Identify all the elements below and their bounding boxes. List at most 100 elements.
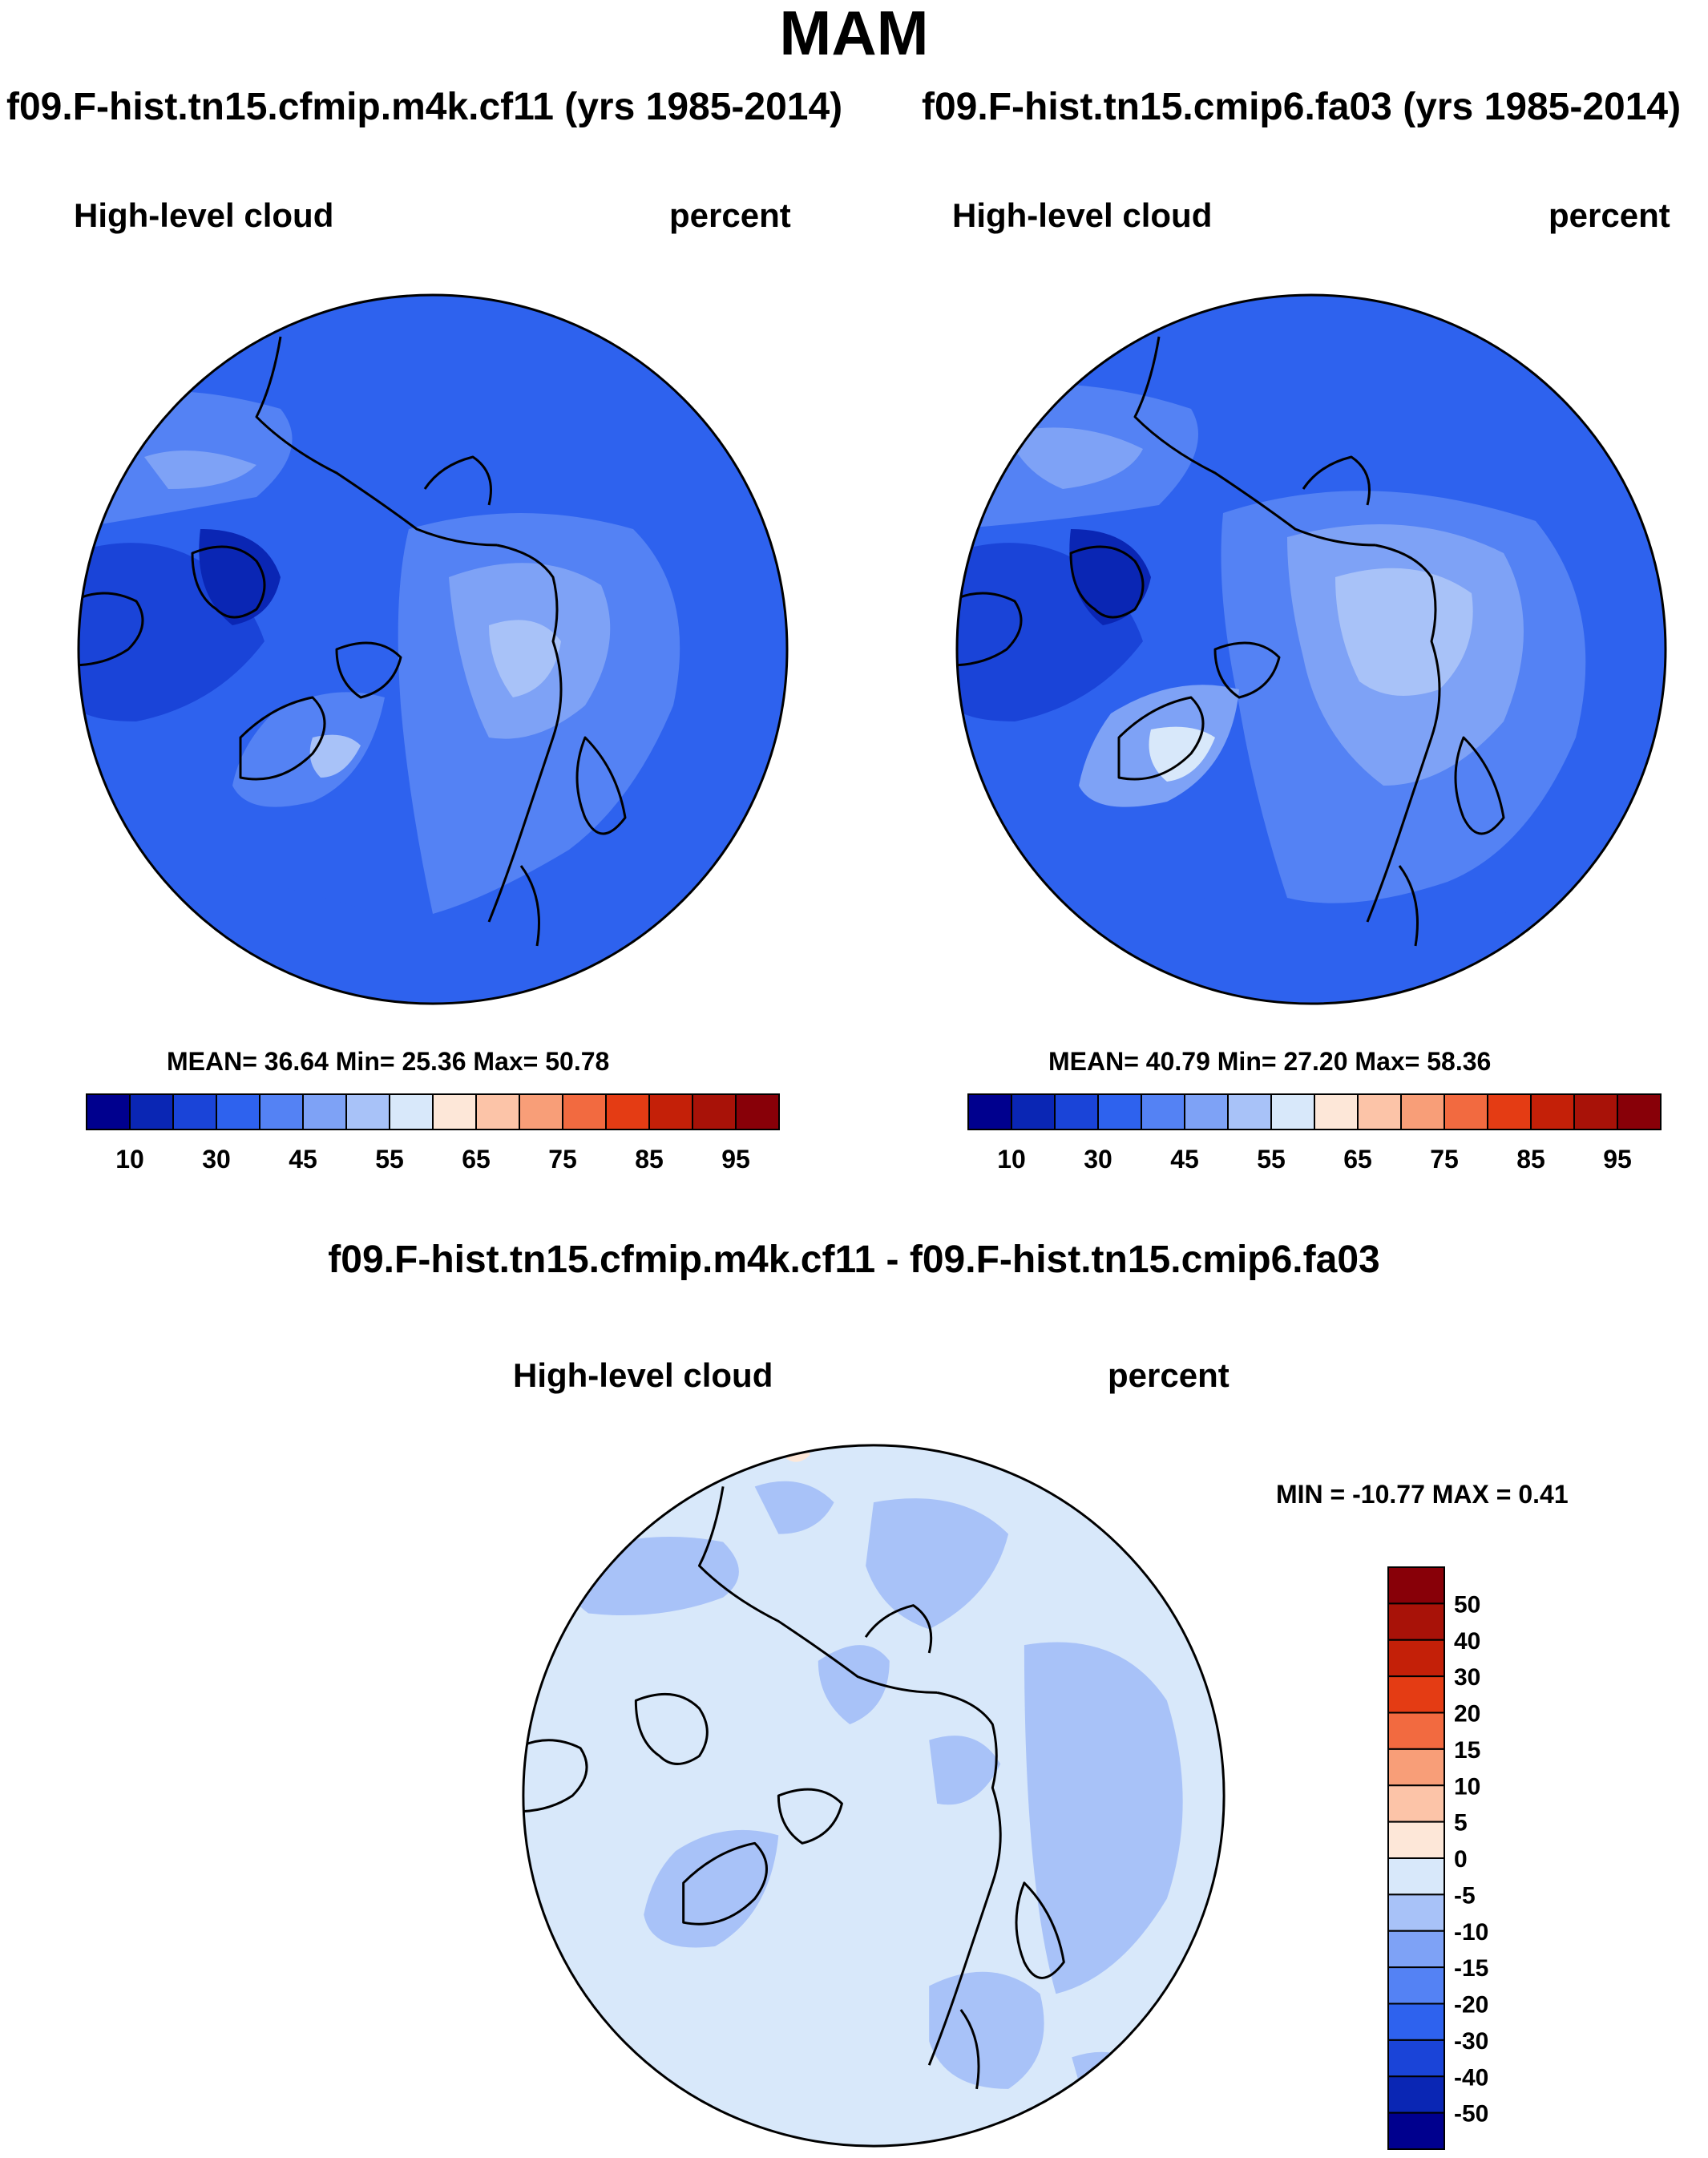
colorbar-tick-label: 30 bbox=[1084, 1145, 1112, 1174]
colorbar-swatch bbox=[1011, 1093, 1056, 1130]
colorbar-tick-label: 95 bbox=[721, 1145, 750, 1174]
colorbar-swatch bbox=[1141, 1093, 1185, 1130]
colorbar-swatch bbox=[302, 1093, 347, 1130]
panel2-units-label: percent bbox=[1549, 196, 1670, 234]
panel1-variable-label: High-level cloud bbox=[74, 196, 334, 234]
colorbar-swatch bbox=[1573, 1093, 1618, 1130]
colorbar-swatch bbox=[1184, 1093, 1229, 1130]
colorbar-tick-label: 20 bbox=[1454, 1701, 1480, 1728]
colorbar-swatch bbox=[1097, 1093, 1142, 1130]
colorbar-tick-label: 30 bbox=[1454, 1664, 1480, 1691]
colorbar-tick-label: 45 bbox=[1170, 1145, 1199, 1174]
panel1-colorbar: 10 30 45 55 65 75 85 95 bbox=[86, 1093, 780, 1174]
field-contour bbox=[644, 1829, 779, 1948]
map-boundary bbox=[522, 1444, 1225, 2148]
coastline bbox=[423, 455, 492, 506]
colorbar-swatch bbox=[1227, 1093, 1272, 1130]
colorbar-tick-label: 50 bbox=[1454, 1591, 1480, 1618]
coastline bbox=[777, 1788, 843, 1845]
colorbar-swatch bbox=[1387, 1784, 1445, 1823]
colorbar-tick-label: 85 bbox=[1516, 1145, 1545, 1174]
colorbar-swatch bbox=[1387, 1566, 1445, 1605]
panel2-stats: MEAN= 40.79 Min= 27.20 Max= 58.36 bbox=[1048, 1047, 1492, 1076]
colorbar-swatch bbox=[1387, 1748, 1445, 1787]
colorbar-tick-label: 5 bbox=[1454, 1810, 1468, 1837]
colorbar-swatch bbox=[86, 1093, 131, 1130]
colorbar-swatch bbox=[967, 1093, 1012, 1130]
panel1-stats: MEAN= 36.64 Min= 25.36 Max= 50.78 bbox=[167, 1047, 610, 1076]
colorbar-swatch bbox=[519, 1093, 563, 1130]
field-contour bbox=[1072, 2051, 1152, 2114]
colorbar-swatch bbox=[1444, 1093, 1488, 1130]
coastline bbox=[1133, 336, 1376, 547]
panel1-units-label: percent bbox=[669, 196, 791, 234]
diff-units-label: percent bbox=[1108, 1356, 1230, 1394]
colorbar-swatch bbox=[389, 1093, 434, 1130]
colorbar-tick-label: -10 bbox=[1454, 1919, 1488, 1946]
coastline bbox=[959, 2009, 980, 2090]
field-contour bbox=[866, 1498, 1009, 1630]
coastline bbox=[1069, 545, 1145, 619]
coastline bbox=[1454, 736, 1505, 835]
colorbar-tick-label: 0 bbox=[1454, 1846, 1468, 1873]
colorbar-swatch bbox=[259, 1093, 304, 1130]
coastline bbox=[239, 696, 326, 781]
coastline bbox=[575, 736, 627, 835]
colorbar-tick-label: 65 bbox=[1343, 1145, 1372, 1174]
diff-panel-title: f09.F-hist.tn15.cfmip.m4k.cf11 - f09.F-h… bbox=[328, 1239, 1380, 1281]
coastline bbox=[864, 1604, 933, 1654]
coastline bbox=[1366, 544, 1441, 923]
colorbar-swatch bbox=[172, 1093, 217, 1130]
panel2-variable-label: High-level cloud bbox=[952, 196, 1213, 234]
colorbar-tick-label: 10 bbox=[997, 1145, 1026, 1174]
colorbar-swatch bbox=[1617, 1093, 1662, 1130]
coastline bbox=[523, 1739, 588, 1813]
colorbar-tick-label: 10 bbox=[1454, 1773, 1480, 1800]
panel2-polar-map bbox=[955, 293, 1667, 1005]
coastline bbox=[1398, 865, 1419, 947]
colorbar-tick-label: 85 bbox=[635, 1145, 664, 1174]
colorbar-swatch bbox=[1387, 1893, 1445, 1932]
colorbar-tick-label: 55 bbox=[1257, 1145, 1286, 1174]
coastline bbox=[1117, 696, 1205, 781]
colorbar-tick-label: -40 bbox=[1454, 2064, 1488, 2091]
colorbar-swatch bbox=[1387, 1966, 1445, 2005]
field-contour bbox=[144, 451, 256, 489]
map-boundary bbox=[77, 293, 789, 1005]
colorbar-tick-label: 95 bbox=[1603, 1145, 1632, 1174]
field-contour bbox=[489, 620, 561, 697]
colorbar-swatch bbox=[1387, 1639, 1445, 1678]
colorbar-swatch bbox=[216, 1093, 260, 1130]
page-title: MAM bbox=[779, 0, 929, 68]
colorbar-swatch bbox=[692, 1093, 737, 1130]
colorbar-swatch bbox=[1387, 2112, 1445, 2150]
coastline bbox=[634, 1692, 709, 1765]
colorbar-swatch bbox=[735, 1093, 780, 1130]
colorbar-swatch bbox=[1387, 1821, 1445, 1859]
diff-variable-label: High-level cloud bbox=[513, 1356, 773, 1394]
colorbar-swatch bbox=[605, 1093, 650, 1130]
field-contour bbox=[818, 1645, 890, 1724]
coastline bbox=[335, 641, 402, 699]
panel1-case-title: f09.F-hist.tn15.cfmip.m4k.cf11 (yrs 1985… bbox=[6, 86, 843, 128]
field-contour bbox=[1335, 568, 1473, 696]
coastline bbox=[191, 545, 266, 619]
diff-stats: MIN = -10.77 MAX = 0.41 bbox=[1276, 1480, 1569, 1509]
colorbar-tick-label: 10 bbox=[115, 1145, 144, 1174]
colorbar-swatch bbox=[1270, 1093, 1315, 1130]
colorbar-swatch bbox=[1387, 2039, 1445, 2078]
coastline bbox=[682, 1841, 768, 1926]
colorbar-tick-label: -20 bbox=[1454, 1992, 1488, 2019]
colorbar-swatch bbox=[475, 1093, 520, 1130]
colorbar-tick-label: 40 bbox=[1454, 1628, 1480, 1655]
field-contour bbox=[754, 1481, 834, 1534]
colorbar-swatch bbox=[1387, 1602, 1445, 1641]
colorbar-swatch bbox=[1387, 1930, 1445, 1969]
colorbar-swatch bbox=[1314, 1093, 1359, 1130]
colorbar-tick-label: 55 bbox=[375, 1145, 404, 1174]
colorbar-tick-label: -5 bbox=[1454, 1882, 1476, 1909]
panel2-case-title: f09.F-hist.tn15.cmip6.fa03 (yrs 1985-201… bbox=[922, 86, 1682, 128]
field-contour bbox=[929, 1736, 1001, 1805]
colorbar-tick-label: 30 bbox=[202, 1145, 231, 1174]
